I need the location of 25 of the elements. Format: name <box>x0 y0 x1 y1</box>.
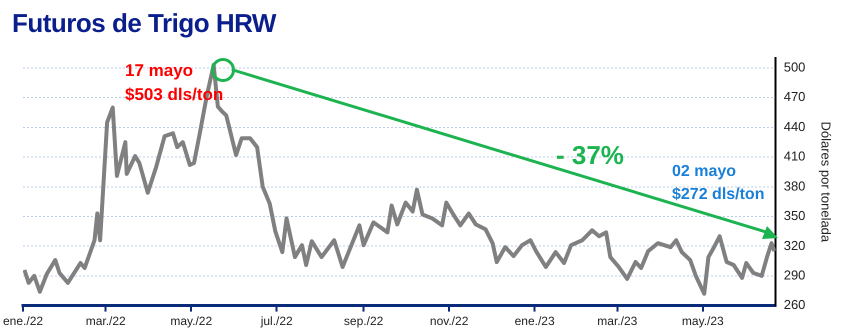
y-tick-label: 320 <box>784 238 806 253</box>
x-tick-label: mar./22 <box>86 314 126 328</box>
x-tick-label: may./23 <box>682 314 724 328</box>
y-tick-label: 410 <box>784 148 806 164</box>
annotation: $272 dls/ton <box>672 186 764 203</box>
x-tick-label: may./22 <box>170 314 212 328</box>
y-tick-label: 500 <box>784 59 806 74</box>
x-tick-label: ene./23 <box>514 314 555 328</box>
x-tick-label: jul./22 <box>260 314 294 328</box>
annotation: - 37% <box>556 140 624 170</box>
y-axis-title: Dólares por tonelada <box>818 121 834 243</box>
y-tick-label: 380 <box>784 178 806 194</box>
y-tick-label: 290 <box>784 267 806 282</box>
x-tick-label: sep./22 <box>344 314 384 328</box>
chart-title: Futuros de Trigo HRW <box>12 8 276 39</box>
annotation: $503 dls/ton <box>125 85 224 104</box>
y-tick-label: 260 <box>784 297 806 312</box>
annotation: 17 mayo <box>125 61 194 80</box>
y-tick-label: 440 <box>784 118 806 134</box>
x-tick-label: ene./22 <box>2 314 44 328</box>
x-tick-label: mar./23 <box>597 314 638 328</box>
annotation: 02 mayo <box>672 163 736 180</box>
y-tick-label: 350 <box>784 208 806 224</box>
y-tick-label: 470 <box>784 89 806 104</box>
x-tick-label: nov./22 <box>430 314 469 328</box>
